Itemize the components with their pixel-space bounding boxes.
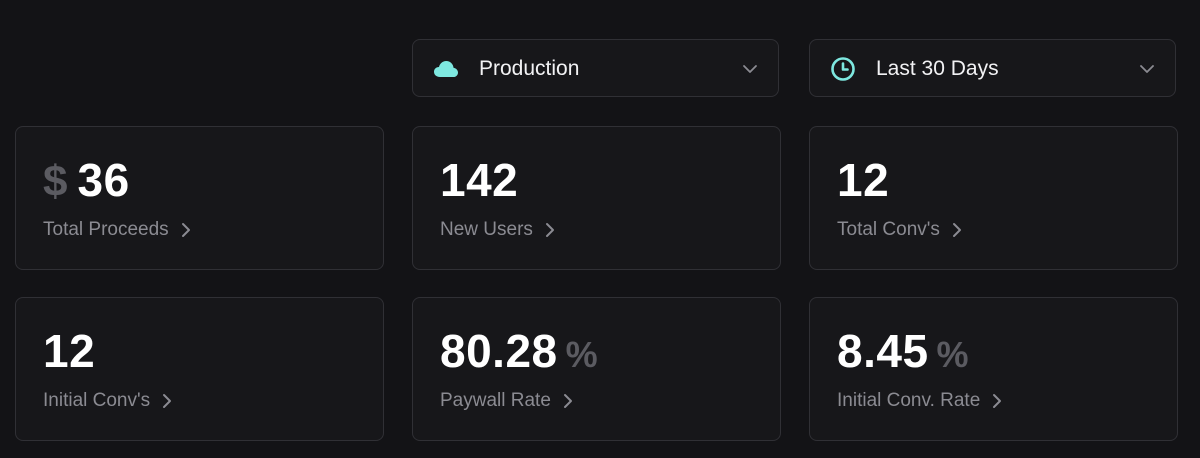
- metric-card-initial-convs: 12 Initial Conv's: [15, 297, 384, 441]
- environment-label: Production: [479, 57, 580, 80]
- metric-label: Initial Conv. Rate: [837, 390, 981, 411]
- chevron-down-icon: [1139, 61, 1155, 77]
- chevron-right-icon: [181, 223, 190, 237]
- metric-value-row: 12: [43, 324, 95, 378]
- metric-label: New Users: [440, 219, 533, 240]
- metric-card-total-convs: 12 Total Conv's: [809, 126, 1178, 270]
- metric-label: Initial Conv's: [43, 390, 151, 411]
- metric-value-row: 8.45 %: [837, 324, 969, 378]
- clock-icon: [830, 56, 856, 82]
- date-range-label: Last 30 Days: [876, 57, 999, 80]
- metric-card-new-users: 142 New Users: [412, 126, 781, 270]
- metric-value: 12: [837, 154, 890, 206]
- metric-value-row: $ 36: [43, 153, 130, 207]
- metric-value: 36: [77, 154, 130, 206]
- paywall-rate-link[interactable]: Paywall Rate: [440, 390, 575, 412]
- metric-value: 80.28: [440, 325, 558, 377]
- new-users-link[interactable]: New Users: [440, 219, 557, 241]
- metric-label: Total Conv's: [837, 219, 940, 240]
- chevron-right-icon: [993, 394, 1002, 408]
- currency-symbol: $: [43, 157, 68, 206]
- initial-convs-link[interactable]: Initial Conv's: [43, 390, 174, 412]
- metric-value-row: 142: [440, 153, 518, 207]
- percent-sign: %: [565, 334, 598, 375]
- metric-card-initial-conv-rate: 8.45 % Initial Conv. Rate: [809, 297, 1178, 441]
- metric-value-row: 80.28 %: [440, 324, 598, 378]
- cloud-icon: [433, 56, 459, 82]
- environment-dropdown[interactable]: Production: [412, 39, 779, 97]
- chevron-right-icon: [563, 394, 572, 408]
- metric-card-paywall-rate: 80.28 % Paywall Rate: [412, 297, 781, 441]
- chevron-right-icon: [545, 223, 554, 237]
- metric-value: 142: [440, 154, 519, 206]
- metric-label: Paywall Rate: [440, 390, 551, 411]
- metric-label: Total Proceeds: [43, 219, 169, 240]
- date-range-dropdown[interactable]: Last 30 Days: [809, 39, 1176, 97]
- chevron-down-icon: [742, 61, 758, 77]
- total-proceeds-link[interactable]: Total Proceeds: [43, 219, 193, 241]
- percent-sign: %: [936, 334, 969, 375]
- total-convs-link[interactable]: Total Conv's: [837, 219, 964, 241]
- metric-value: 12: [43, 325, 96, 377]
- metric-card-total-proceeds: $ 36 Total Proceeds: [15, 126, 384, 270]
- metric-value-row: 12: [837, 153, 889, 207]
- initial-conv-rate-link[interactable]: Initial Conv. Rate: [837, 390, 1004, 412]
- chevron-right-icon: [163, 394, 172, 408]
- chevron-right-icon: [952, 223, 961, 237]
- metric-value: 8.45: [837, 325, 929, 377]
